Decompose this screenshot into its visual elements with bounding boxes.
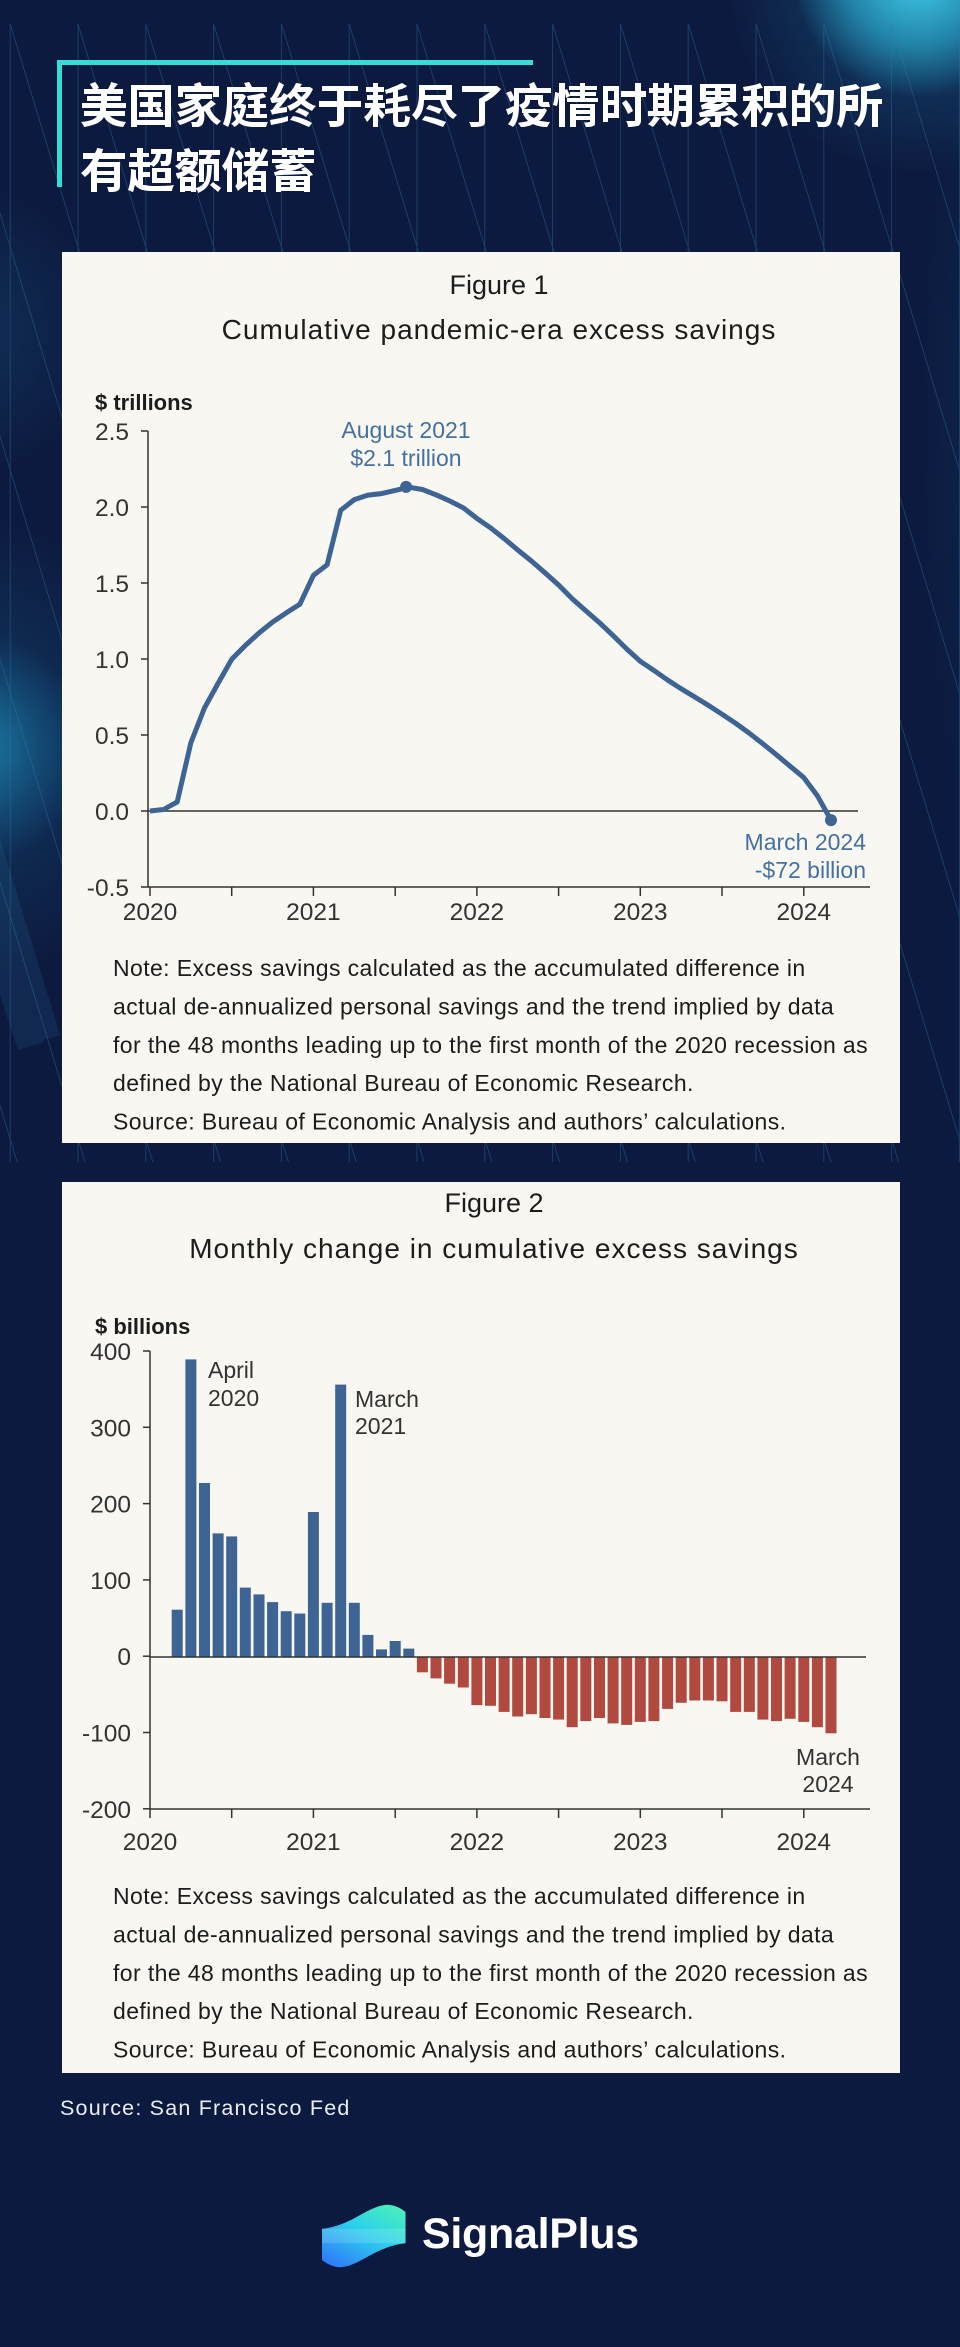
svg-text:Source: Bureau of Economic Ana: Source: Bureau of Economic Analysis and … [113,2037,786,2063]
svg-text:2023: 2023 [613,1829,668,1856]
svg-text:2023: 2023 [613,899,668,926]
svg-text:Figure 2: Figure 2 [444,1188,543,1218]
svg-text:for the 48 months leading up t: for the 48 months leading up to the firs… [113,1960,868,1986]
svg-text:Monthly change in cumulative e: Monthly change in cumulative excess savi… [189,1233,799,1264]
svg-text:$ trillions: $ trillions [95,390,193,415]
svg-text:Note: Excess savings calculate: Note: Excess savings calculated as the a… [113,1883,806,1909]
svg-text:100: 100 [90,1568,131,1595]
svg-text:0: 0 [117,1644,131,1671]
svg-text:$2.1 trillion: $2.1 trillion [350,445,461,471]
svg-text:2024: 2024 [777,899,832,926]
svg-text:2022: 2022 [450,1829,505,1856]
svg-text:-0.5: -0.5 [87,875,129,902]
svg-text:1.0: 1.0 [95,647,129,674]
svg-text:2020: 2020 [208,1385,259,1411]
svg-text:2021: 2021 [286,899,341,926]
svg-text:-200: -200 [82,1797,131,1824]
svg-text:April: April [208,1357,254,1383]
svg-text:0.5: 0.5 [95,723,129,750]
svg-text:for the 48 months leading up t: for the 48 months leading up to the firs… [113,1032,868,1058]
svg-text:2020: 2020 [123,899,178,926]
svg-text:2.5: 2.5 [95,419,129,446]
svg-text:March: March [355,1386,419,1412]
svg-text:2.0: 2.0 [95,495,129,522]
svg-text:300: 300 [90,1415,131,1442]
svg-text:-$72 billion: -$72 billion [755,857,866,883]
svg-text:Figure 1: Figure 1 [449,270,548,300]
svg-text:-100: -100 [82,1721,131,1748]
svg-text:defined by the National Bureau: defined by the National Bureau of Econom… [113,1998,694,2024]
svg-text:1.5: 1.5 [95,571,129,598]
svg-text:actual de-annualized personal: actual de-annualized personal savings an… [113,993,834,1019]
svg-text:defined by the National Bureau: defined by the National Bureau of Econom… [113,1070,694,1096]
svg-text:March 2024: March 2024 [745,829,867,855]
svg-text:Source: Bureau of Economic Ana: Source: Bureau of Economic Analysis and … [113,1109,786,1135]
svg-text:400: 400 [90,1339,131,1366]
svg-text:March: March [796,1744,860,1770]
svg-text:Cumulative pandemic-era excess: Cumulative pandemic-era excess savings [222,314,777,345]
svg-text:0.0: 0.0 [95,799,129,826]
svg-text:actual de-annualized personal: actual de-annualized personal savings an… [113,1921,834,1947]
svg-text:August 2021: August 2021 [341,417,470,443]
svg-text:2024: 2024 [777,1829,832,1856]
svg-text:Note: Excess savings calculate: Note: Excess savings calculated as the a… [113,955,806,981]
svg-text:2021: 2021 [286,1829,341,1856]
svg-text:2020: 2020 [123,1829,178,1856]
svg-text:2024: 2024 [802,1771,853,1797]
svg-text:200: 200 [90,1492,131,1519]
svg-text:$ billions: $ billions [95,1314,190,1339]
svg-text:2021: 2021 [355,1413,406,1439]
svg-text:2022: 2022 [450,899,505,926]
